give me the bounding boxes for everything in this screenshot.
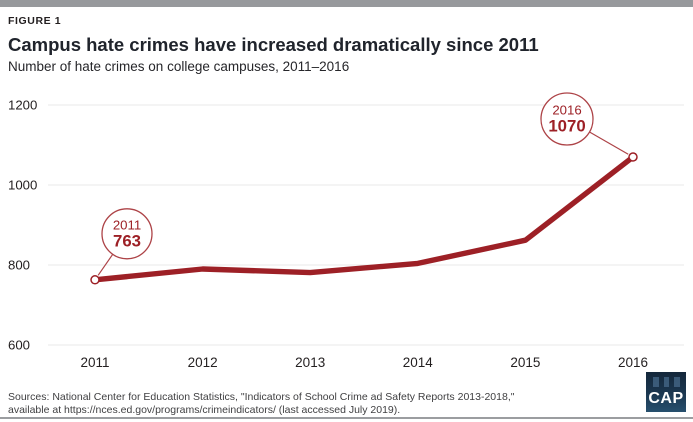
x-tick-label: 2012 (188, 355, 218, 370)
data-point-marker (90, 275, 100, 285)
x-tick-label: 2013 (295, 355, 325, 370)
callout-leader (589, 131, 629, 155)
page-title: Campus hate crimes have increased dramat… (8, 34, 539, 55)
bottom-divider-bar (0, 417, 693, 419)
cap-logo: CAP (646, 372, 686, 412)
callout-circle (540, 92, 594, 146)
callout-value: 763 (113, 231, 141, 250)
x-tick-label: 2014 (403, 355, 434, 370)
callout-leader (97, 253, 114, 276)
chart-subtitle: Number of hate crimes on college campuse… (8, 59, 350, 74)
top-divider-bar (0, 0, 693, 7)
callout-year: 2011 (113, 217, 141, 232)
x-tick-label: 2015 (510, 355, 540, 370)
y-tick-label: 1200 (8, 98, 37, 113)
trend-line (94, 154, 635, 283)
y-tick-label: 1000 (8, 178, 37, 193)
data-point-marker (628, 152, 638, 162)
figure-label: FIGURE 1 (8, 15, 62, 27)
x-tick-label: 2011 (80, 355, 109, 370)
y-tick-label: 600 (8, 338, 30, 353)
callout-value: 1070 (548, 117, 585, 136)
y-tick-label: 800 (8, 258, 30, 273)
callout-year: 2016 (552, 103, 581, 118)
callout-circle (101, 208, 153, 260)
cap-logo-flag-decoration (650, 377, 682, 387)
sources-line-2: available at https://nces.ed.gov/program… (8, 403, 401, 416)
sources-line-1: Sources: National Center for Education S… (8, 391, 515, 403)
sources-note: Sources: National Center for Education S… (8, 391, 514, 416)
x-tick-label: 2016 (618, 355, 648, 370)
cap-logo-text: CAP (648, 390, 684, 407)
